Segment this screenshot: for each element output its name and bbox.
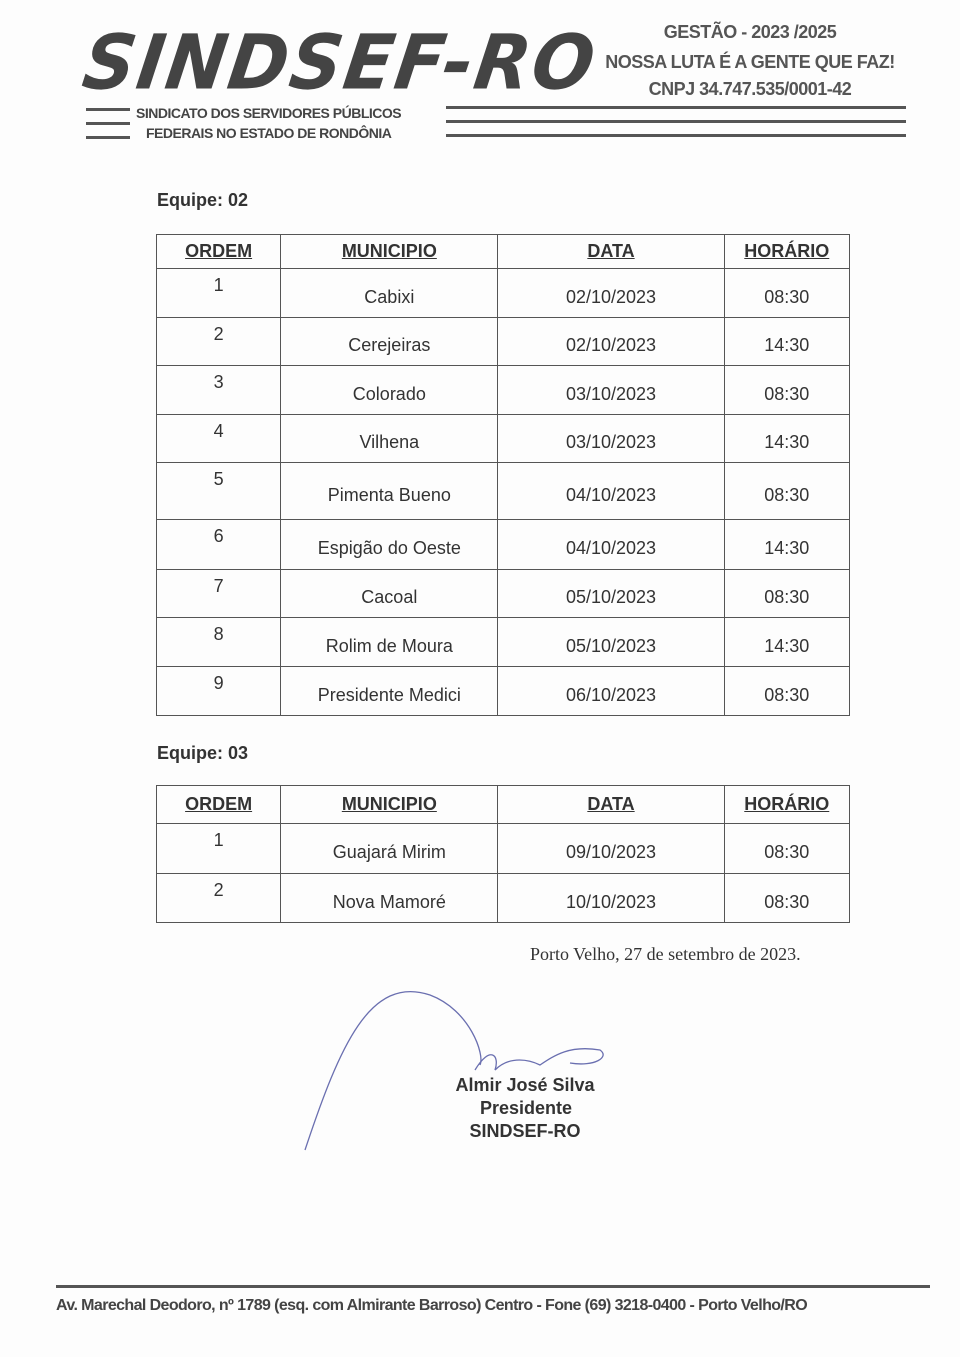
- signer-role: Presidente: [479, 1098, 573, 1118]
- place-date: Porto Velho, 27 de setembro de 2023.: [530, 944, 801, 964]
- signature-scribble: [304, 990, 604, 1151]
- logo: SINDSEF-RO: [77, 17, 603, 107]
- ordem-cell: 6: [155, 519, 282, 570]
- table-header: ORDEM MUNICIPIO DATA HORÁRIO: [155, 785, 851, 824]
- municipio-cell: Nova Mamoré: [280, 873, 499, 923]
- data-cell: 05/10/2023: [497, 569, 725, 618]
- ordem-cell: 7: [155, 569, 282, 618]
- footer-address: Av. Marechal Deodoro, nº 1789 (esq. com …: [56, 1297, 808, 1314]
- horario-cell: 08:30: [723, 666, 851, 716]
- table-row: 2 Nova Mamoré 10/10/2023 08:30: [155, 873, 851, 923]
- ordem-cell: 2: [155, 317, 282, 366]
- team-label: Equipe: 03: [157, 743, 249, 763]
- org-name-line1: SINDICATO DOS SERVIDORES PÚBLICOS: [136, 105, 402, 121]
- table-row: 1 Guajará Mirim 09/10/2023 08:30: [155, 823, 851, 874]
- gestao-text: GESTÃO - 2023 /2025: [663, 22, 837, 42]
- data-cell: 02/10/2023: [497, 317, 725, 366]
- municipio-cell: Colorado: [280, 365, 499, 415]
- schedule-table-team-03: ORDEM MUNICIPIO DATA HORÁRIO 1 Guajará Mi…: [155, 785, 851, 923]
- ordem-cell: 1: [155, 823, 282, 874]
- horario-cell: 14:30: [723, 519, 851, 570]
- horario-cell: 14:30: [723, 414, 851, 463]
- ordem-cell: 3: [155, 365, 282, 415]
- horario-cell: 08:30: [723, 873, 851, 923]
- table-row: 5 Pimenta Bueno 04/10/2023 08:30: [155, 462, 851, 520]
- ordem-cell: 8: [155, 617, 282, 667]
- horario-cell: 08:30: [723, 462, 851, 520]
- table-row: 2 Cerejeiras 02/10/2023 14:30: [155, 317, 851, 366]
- ordem-cell: 1: [155, 268, 282, 318]
- col-data: DATA: [497, 785, 725, 824]
- municipio-cell: Cerejeiras: [280, 317, 499, 366]
- slogan: NOSSA LUTA É A GENTE QUE FAZ!: [605, 52, 895, 72]
- cnpj: CNPJ 34.747.535/0001-42: [648, 79, 852, 99]
- table-row: 9 Presidente Medici 06/10/2023 08:30: [155, 666, 851, 716]
- ordem-cell: 2: [155, 873, 282, 923]
- signer-org: SINDSEF-RO: [469, 1121, 581, 1141]
- org-name-line2: FEDERAIS NO ESTADO DE RONDÔNIA: [146, 125, 392, 141]
- data-cell: 05/10/2023: [497, 617, 725, 667]
- data-cell: 04/10/2023: [497, 462, 725, 520]
- col-municipio: MUNICIPIO: [280, 785, 499, 824]
- municipio-cell: Espigão do Oeste: [280, 519, 499, 570]
- col-horario: HORÁRIO: [723, 234, 851, 269]
- data-cell: 03/10/2023: [497, 414, 725, 463]
- municipio-cell: Cabixi: [280, 268, 499, 318]
- municipio-cell: Rolim de Moura: [280, 617, 499, 667]
- team-label: Equipe: 02: [157, 190, 249, 210]
- data-cell: 03/10/2023: [497, 365, 725, 415]
- col-data: DATA: [497, 234, 725, 269]
- col-horario: HORÁRIO: [723, 785, 851, 824]
- ordem-cell: 5: [155, 462, 282, 520]
- municipio-cell: Presidente Medici: [280, 666, 499, 716]
- col-ordem: ORDEM: [155, 234, 282, 269]
- col-municipio: MUNICIPIO: [280, 234, 499, 269]
- schedule-table-team-02: ORDEM MUNICIPIO DATA HORÁRIO 1 Cabixi 02/1…: [155, 234, 851, 716]
- horario-cell: 08:30: [723, 268, 851, 318]
- ordem-cell: 4: [155, 414, 282, 463]
- table-header: ORDEM MUNICIPIO DATA HORÁRIO: [155, 234, 851, 269]
- table-row: 3 Colorado 03/10/2023 08:30: [155, 365, 851, 415]
- table-row: 4 Vilhena 03/10/2023 14:30: [155, 414, 851, 463]
- municipio-cell: Pimenta Bueno: [280, 462, 499, 520]
- data-cell: 02/10/2023: [497, 268, 725, 318]
- data-cell: 09/10/2023: [497, 823, 725, 874]
- municipio-cell: Vilhena: [280, 414, 499, 463]
- data-cell: 04/10/2023: [497, 519, 725, 570]
- municipio-cell: Guajará Mirim: [280, 823, 499, 874]
- table-row: 8 Rolim de Moura 05/10/2023 14:30: [155, 617, 851, 667]
- table-row: 6 Espigão do Oeste 04/10/2023 14:30: [155, 519, 851, 570]
- horario-cell: 08:30: [723, 823, 851, 874]
- horario-cell: 14:30: [723, 317, 851, 366]
- horario-cell: 08:30: [723, 365, 851, 415]
- signer-name: Almir José Silva: [455, 1075, 595, 1095]
- table-row: 1 Cabixi 02/10/2023 08:30: [155, 268, 851, 318]
- col-ordem: ORDEM: [155, 785, 282, 824]
- table-row: 7 Cacoal 05/10/2023 08:30: [155, 569, 851, 618]
- data-cell: 06/10/2023: [497, 666, 725, 716]
- ordem-cell: 9: [155, 666, 282, 716]
- data-cell: 10/10/2023: [497, 873, 725, 923]
- horario-cell: 14:30: [723, 617, 851, 667]
- municipio-cell: Cacoal: [280, 569, 499, 618]
- horario-cell: 08:30: [723, 569, 851, 618]
